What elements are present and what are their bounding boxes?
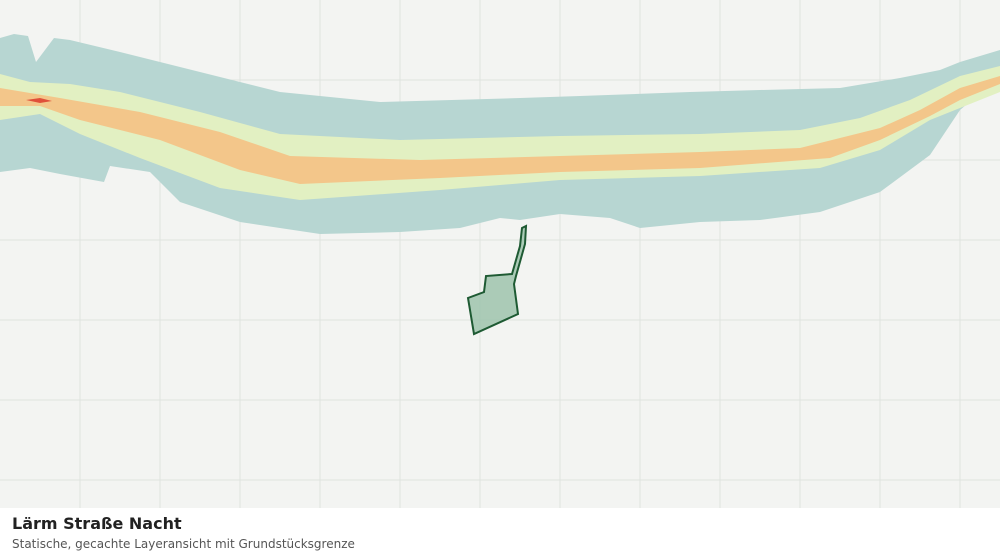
noise-zone-very-high [26, 98, 52, 103]
caption: Lärm Straße Nacht Statische, gecachte La… [0, 508, 1000, 560]
map [0, 0, 1000, 508]
parcel-boundary [466, 224, 528, 336]
noise-zone-high [0, 76, 1000, 184]
layer-title: Lärm Straße Nacht [12, 514, 182, 533]
layer-subtitle: Statische, gecachte Layeransicht mit Gru… [12, 537, 355, 551]
